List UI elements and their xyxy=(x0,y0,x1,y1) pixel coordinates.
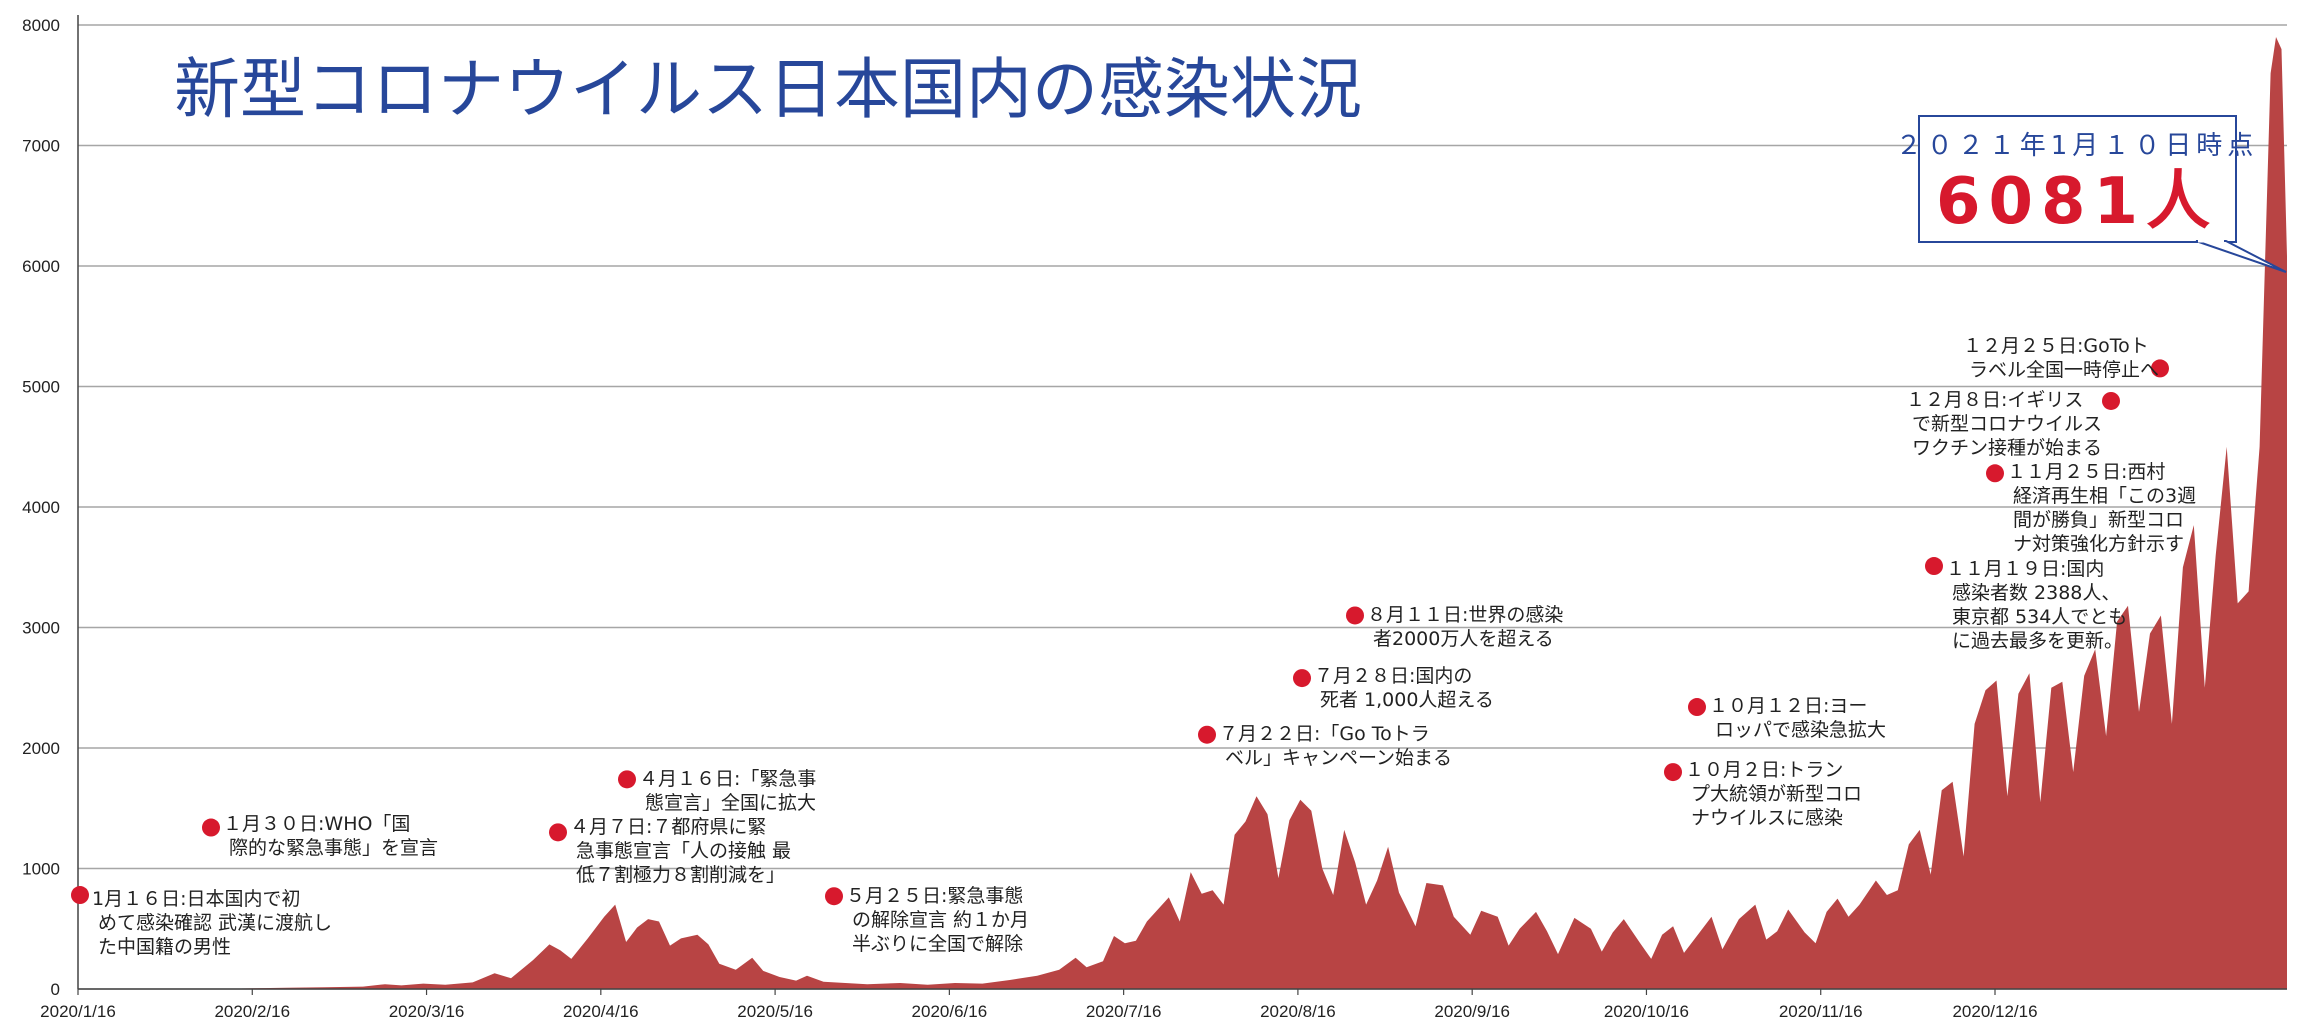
annotation-text-line: ベル」キャンペーン始まる xyxy=(1225,747,1452,769)
annotation-text-line: ナウイルスに感染 xyxy=(1691,807,1843,829)
annotation-marker xyxy=(1293,669,1311,688)
area-series xyxy=(78,37,2287,989)
annotation-marker xyxy=(1925,557,1943,576)
y-tick-label: 0 xyxy=(51,980,60,999)
x-tick-label: 2020/1/16 xyxy=(40,1002,116,1021)
annotation-marker xyxy=(71,886,89,905)
annotation-text-line: 感染者数 2388人、 xyxy=(1952,582,2120,604)
annotation-text-line: た中国籍の男性 xyxy=(98,936,231,958)
x-tick-label: 2020/2/16 xyxy=(214,1002,290,1021)
annotation-text-line: １０月２日:トラン xyxy=(1685,759,1843,781)
axes: 0 1000 2000 3000 4000 5000 6000 7000 8000 2020/1/… xyxy=(22,15,2287,1021)
annotation-text-line: １１月１９日:国内 xyxy=(1946,558,2104,580)
x-tick-label: 2020/8/16 xyxy=(1260,1002,1336,1021)
annotation-marker xyxy=(1198,725,1216,744)
annotation-text-line: ７月２２日:「Go Toトラ xyxy=(1219,723,1430,745)
annotation-text-line: の解除宣言 約１か月 xyxy=(852,909,1029,931)
annotation-marker xyxy=(202,818,220,837)
callout-box xyxy=(1918,115,2237,243)
callout: ２０２１年1月１０日時点 6081人 xyxy=(1896,115,2287,273)
annotation-text-line: 者2000万人を超える xyxy=(1373,628,1554,650)
annotation-marker xyxy=(825,887,843,906)
annotation-marker xyxy=(618,770,636,789)
x-tick-label: 2020/5/16 xyxy=(737,1002,813,1021)
annotation-text-line: ロッパで感染急拡大 xyxy=(1715,719,1886,741)
annotation-marker xyxy=(2102,391,2120,410)
annotation-text-line: 低７割極力８割削減を」 xyxy=(576,864,785,886)
y-tick-label: 1000 xyxy=(22,860,60,879)
annotation-text-line: に過去最多を更新。 xyxy=(1952,630,2123,652)
annotation-text-line: 死者 1,000人超える xyxy=(1320,689,1494,711)
grid xyxy=(78,24,2287,990)
annotation-text-line: ４月１６日:「緊急事 xyxy=(639,768,816,790)
annotation-marker xyxy=(549,823,567,842)
annotation-text-line: プ大統領が新型コロ xyxy=(1691,783,1862,805)
callout-value: 6081人 xyxy=(1936,165,2218,239)
annotation-marker xyxy=(1688,698,1706,717)
x-tick-label: 2020/7/16 xyxy=(1086,1002,1162,1021)
x-tick-label: 2020/6/16 xyxy=(912,1002,988,1021)
annotation-text-line: １月３０日:WHO「国 xyxy=(223,813,410,835)
annotation-text-line: 間が勝負」新型コロ xyxy=(2013,509,2184,531)
y-tick-label: 8000 xyxy=(22,16,60,35)
x-tick-label: 2020/9/16 xyxy=(1434,1002,1510,1021)
y-tick-label: 3000 xyxy=(22,619,60,638)
annotation-text-line: 半ぶりに全国で解除 xyxy=(852,933,1023,955)
annotation-text-line: ７月２８日:国内の xyxy=(1314,665,1472,687)
x-tick-label: 2020/4/16 xyxy=(563,1002,639,1021)
y-tick-label: 4000 xyxy=(22,498,60,517)
annotation-text-line: ５月２５日:緊急事態 xyxy=(846,885,1023,907)
annotation-text-line: めて感染確認 武漢に渡航し xyxy=(98,912,332,934)
annotation-text-line: ４月７日:７都府県に緊 xyxy=(570,816,766,838)
annotation-text-line: 1月１６日:日本国内で初 xyxy=(92,888,301,910)
y-tick-label: 2000 xyxy=(22,739,60,758)
annotation-text-line: ナ対策強化方針示す xyxy=(2013,533,2184,555)
annotation-text-line: 経済再生相「この3週 xyxy=(2013,485,2196,507)
annotation-text-line: １０月１２日:ヨー xyxy=(1709,695,1867,717)
annotation-text-line: で新型コロナウイルス xyxy=(1912,413,2102,435)
x-tick-label: 2020/3/16 xyxy=(389,1002,465,1021)
annotation-text-line: 態宣言」全国に拡大 xyxy=(645,792,816,814)
annotation-marker xyxy=(1986,464,2004,483)
y-tick-label: 5000 xyxy=(22,378,60,397)
annotation-text-line: 東京都 534人でとも xyxy=(1952,606,2127,628)
annotation-text-line: ラベル全国一時停止へ xyxy=(1969,359,2159,381)
annotation-marker xyxy=(2151,359,2169,378)
annotation-text-line: 急事態宣言「人の接触 最 xyxy=(576,840,791,862)
annotation-text-line: １２月２５日:GoToト xyxy=(1963,335,2149,357)
area-series-daily-cases xyxy=(78,37,2287,989)
callout-date: ２０２１年1月１０日時点 xyxy=(1896,131,2259,161)
annotation-text-line: ８月１１日:世界の感染 xyxy=(1367,604,1563,626)
annotation-marker xyxy=(1664,763,1682,782)
y-tick-label: 7000 xyxy=(22,137,60,156)
x-tick-label: 2020/10/16 xyxy=(1604,1002,1689,1021)
annotation-text-line: ワクチン接種が始まる xyxy=(1912,437,2102,459)
annotation-marker xyxy=(1346,606,1364,625)
annotation-text-line: １２月８日:イギリス xyxy=(1906,389,2083,411)
y-tick-label: 6000 xyxy=(22,257,60,276)
x-tick-label: 2020/11/16 xyxy=(1779,1002,1863,1021)
chart-title: 新型コロナウイルス日本国内の感染状況 xyxy=(174,51,1362,128)
x-tick-label: 2020/12/16 xyxy=(1952,1002,2037,1021)
annotation-text-line: １１月２５日:西村 xyxy=(2007,461,2165,483)
annotation-text-line: 際的な緊急事態」を宣言 xyxy=(229,837,438,859)
